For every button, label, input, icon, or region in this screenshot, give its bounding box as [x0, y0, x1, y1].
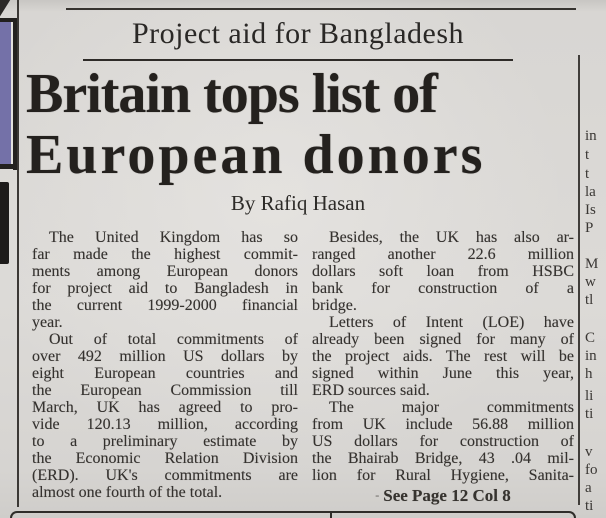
cutoff-text-fragment: w [585, 274, 596, 290]
adjacent-photo-frame-right [13, 20, 17, 170]
cutoff-text-fragment: li [585, 388, 594, 404]
cutoff-text-fragment: C [585, 330, 596, 346]
paragraph: Besides, the UK has also ar-ranged anoth… [312, 229, 574, 314]
body-column-left: The United Kingdom has so far made the hi… [32, 229, 298, 504]
cutoff-text-fragment: h [585, 366, 593, 382]
body-line: far made the highest commit- [32, 246, 298, 263]
article: Project aid for Bangladesh Britain tops … [20, 0, 576, 504]
paragraph: Letters of Intent (LOE) have already been… [312, 314, 574, 399]
body-line: ranged another 22.6 million [312, 246, 574, 263]
cutoff-text-fragment: ti [585, 406, 594, 422]
body-line: March, UK has agreed to pro- [32, 399, 298, 416]
body-line: the project aids. The rest will be [312, 348, 574, 365]
body-line: ERD sources said. [312, 382, 430, 399]
kicker-text: Project aid for Bangladesh [131, 17, 465, 50]
cutoff-text-fragment: v [585, 444, 593, 460]
body-line: The United Kingdom has so [49, 229, 298, 246]
adjacent-content-fragment [0, 182, 9, 264]
kicker: Project aid for Bangladesh [83, 17, 513, 61]
cutoff-text-fragment: Is [585, 202, 596, 218]
body-line: almost one fourth of the total. [32, 484, 223, 501]
adjacent-photo-margin [11, 22, 14, 164]
cutoff-text-fragment: in [585, 348, 597, 364]
body-line: The major commitments [329, 399, 574, 416]
top-rule [66, 8, 576, 10]
body-line: the current 1999-2000 financial [32, 297, 298, 314]
body-line: ments among European donors [32, 263, 298, 280]
article-body: The United Kingdom has so far made the hi… [20, 229, 576, 504]
cutoff-text-fragment: a [585, 480, 592, 496]
body-line: bridge. [312, 297, 357, 314]
column-rule-left [17, 0, 19, 507]
body-line: already been signed for many of [312, 331, 574, 348]
body-line: eight European countries and [32, 365, 298, 382]
headline-line1: Britain tops list of [26, 63, 438, 125]
cutoff-text-fragment: tl [585, 292, 594, 308]
body-line: signed within June this year, [312, 365, 574, 382]
headline: Britain tops list of European donors [20, 64, 576, 186]
body-line: the Bhairab Bridge, 43 .04 mil- [312, 450, 574, 467]
scan-artifact-mark [0, 0, 12, 20]
next-article-column-divider [330, 513, 332, 518]
body-column-right: Besides, the UK has also ar-ranged anoth… [312, 229, 574, 504]
body-line: for project aid to Bangladesh in [32, 280, 298, 297]
body-line: Out of total commitments of [49, 331, 298, 348]
cutoff-text-fragment: ti [585, 498, 594, 514]
dash-mark: - [375, 488, 380, 502]
cutoff-text-fragment: in [585, 128, 597, 144]
body-line: to a preliminary estimate by [32, 433, 298, 450]
cutoff-text-fragment: fo [585, 462, 598, 478]
see-page-text: See Page 12 Col 8 [383, 486, 511, 505]
byline: By Rafiq Hasan [230, 191, 366, 215]
headline-line2: European donors [26, 124, 486, 186]
body-line: from UK include 56.88 million [312, 416, 574, 433]
body-line: the European Commission till [32, 382, 298, 399]
body-line: the Economic Relation Division [32, 450, 298, 467]
next-article-box-edge [10, 511, 576, 518]
body-line: US dollars for construction of [312, 433, 574, 450]
cutoff-text-fragment: t [585, 166, 590, 182]
body-line: Letters of Intent (LOE) have [329, 314, 574, 331]
column-rule-right [578, 55, 580, 505]
body-line: lion for Rural Hygiene, Sanita- [312, 467, 574, 484]
cutoff-text-fragment: M [585, 256, 599, 272]
cutoff-text-fragment: la [585, 184, 596, 200]
paragraph: The United Kingdom has so far made the hi… [32, 229, 298, 331]
body-line: vide 120.13 million, according [32, 416, 298, 433]
cutoff-text-fragment: t [585, 147, 590, 163]
body-line: year. [32, 314, 63, 331]
adjacent-photo-frame-bottom [0, 164, 17, 169]
paragraph: The major commitments from UK include 56.… [312, 399, 574, 484]
paragraph: Out of total commitments of over 492 mill… [32, 331, 298, 501]
body-line: Besides, the UK has also ar- [329, 229, 574, 246]
body-line: bank for construction of a [312, 280, 574, 297]
body-line: dollars soft loan from HSBC [312, 263, 574, 280]
see-page-reference: - See Page 12 Col 8 [312, 487, 574, 504]
cutoff-text-fragment: P [585, 220, 594, 236]
body-line: (ERD). UK's commitments are [32, 467, 298, 484]
adjacent-photo-frame-top [0, 18, 18, 22]
body-line: over 492 million US dollars by [32, 348, 298, 365]
adjacent-photo-fragment [0, 22, 11, 164]
